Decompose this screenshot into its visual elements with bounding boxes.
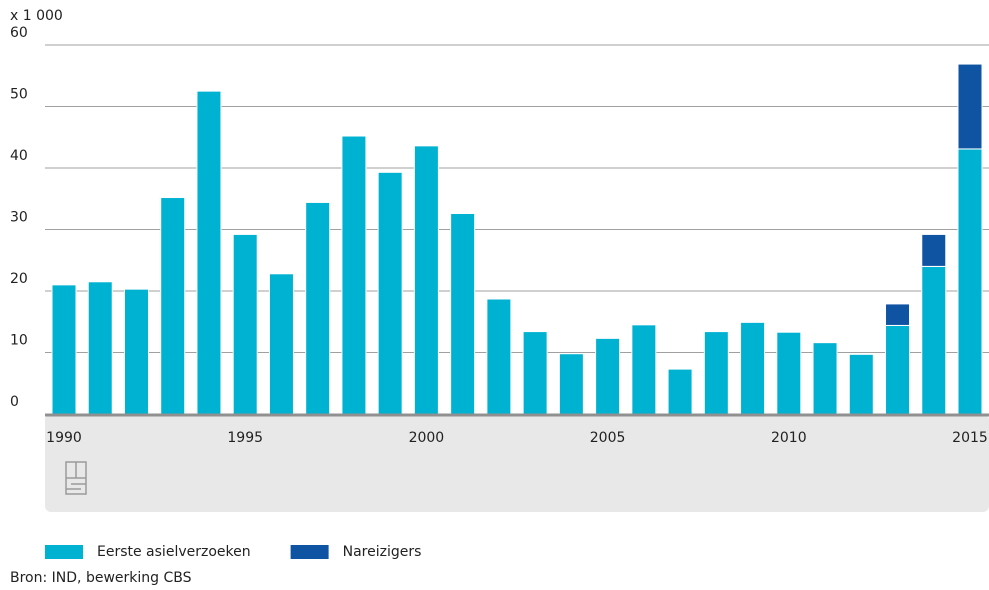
bar xyxy=(51,284,77,415)
bar xyxy=(123,288,149,415)
x-tick-label: 2015 xyxy=(952,430,988,446)
cbs-logo xyxy=(65,461,87,495)
bar xyxy=(522,331,548,415)
y-tick-label: 0 xyxy=(10,394,19,410)
y-tick-label: 50 xyxy=(10,87,28,103)
bar xyxy=(740,321,766,415)
bar xyxy=(377,171,403,415)
bar xyxy=(450,213,476,415)
bar xyxy=(885,324,911,415)
y-tick-label: 10 xyxy=(10,333,28,349)
bar xyxy=(921,233,947,267)
y-tick-label: 30 xyxy=(10,210,28,226)
bar xyxy=(341,135,367,415)
bar xyxy=(921,265,947,415)
bar xyxy=(595,337,621,415)
x-tick-label: 2010 xyxy=(771,430,807,446)
bar xyxy=(667,368,693,415)
legend-label: Eerste asielverzoeken xyxy=(97,544,251,560)
bar xyxy=(305,201,331,415)
y-tick-label: 20 xyxy=(10,271,28,287)
bar xyxy=(776,331,802,415)
bar xyxy=(957,148,983,415)
bar xyxy=(703,331,729,415)
bar xyxy=(232,233,258,415)
x-tick-label: 1995 xyxy=(227,430,263,446)
bar xyxy=(486,298,512,415)
y-tick-label: 60 xyxy=(10,25,28,41)
bar xyxy=(558,353,584,415)
x-tick-label: 2005 xyxy=(590,430,626,446)
bar xyxy=(268,273,294,415)
footer-band xyxy=(45,414,989,512)
legend-label: Nareizigers xyxy=(343,544,422,560)
bar xyxy=(631,324,657,415)
source: Bron: IND, bewerking CBS xyxy=(10,570,192,586)
bar xyxy=(812,342,838,415)
legend-swatch xyxy=(45,545,83,559)
bar xyxy=(413,145,439,415)
bar xyxy=(957,63,983,150)
bar xyxy=(885,303,911,326)
bar xyxy=(160,197,186,415)
y-tick-label: 40 xyxy=(10,148,28,164)
bar xyxy=(848,353,874,415)
bar xyxy=(87,281,113,415)
x-tick-label: 2000 xyxy=(409,430,445,446)
legend-swatch xyxy=(290,545,329,559)
x-tick-label: 1990 xyxy=(46,430,82,446)
unit-label: x 1 000 xyxy=(10,8,63,24)
bar xyxy=(196,90,222,415)
